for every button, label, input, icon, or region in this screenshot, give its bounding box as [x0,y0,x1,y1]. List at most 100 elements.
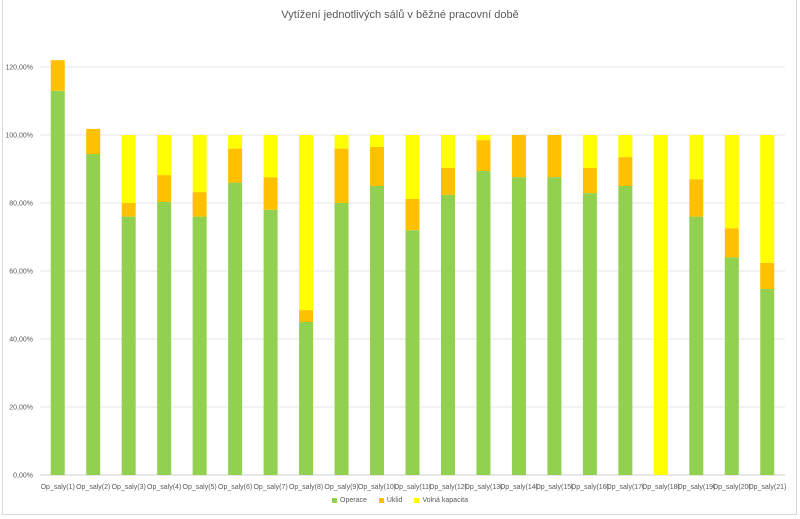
x-category-label: Op_saly(8) [289,484,323,491]
y-tick-label: 0,00% [13,473,33,480]
bar-segment-operace [476,171,491,476]
y-tick-label: 60,00% [9,269,33,276]
bar-segment-úklid [192,192,207,217]
x-category-label: Op_saly(15) [535,484,573,491]
x-category-label: Op_saly(21) [748,484,786,491]
bar-segment-volná-kapacita [228,135,243,149]
bar-segment-operace [192,216,207,475]
bar-segment-úklid [689,179,704,217]
bar-segment-operace [121,216,136,475]
x-category-label: Op_saly(1) [41,484,75,491]
x-category-label: Op_saly(13) [464,484,502,491]
y-tick-label: 120,00% [5,65,33,72]
bar-segment-volná-kapacita [582,135,597,168]
y-axis-tick-labels: 0,00% 20,00% 40,00% 60,00% 80,00% 100,00% 120,… [5,65,33,480]
x-category-label: Op_saly(10) [358,484,396,491]
bar-segment-volná-kapacita [440,135,455,168]
bar-segment-volná-kapacita [760,135,775,263]
bar-segment-úklid [582,167,597,194]
bar-segment-operace [582,193,597,475]
legend-swatch [414,497,420,503]
y-tick-label: 20,00% [9,405,33,412]
bar-segment-úklid [299,310,314,322]
bar-segment-úklid [618,157,633,186]
bar-segment-volná-kapacita [157,135,172,176]
x-category-label: Op_saly(12) [429,484,467,491]
legend-label: Úklid [386,497,403,504]
x-category-label: Op_saly(11) [394,484,432,491]
bar-segment-úklid [50,60,65,91]
bar-segment-úklid [440,167,455,195]
bar-segment-úklid [157,175,172,202]
bar-segment-volná-kapacita [653,135,668,475]
legend-swatch [378,497,384,503]
bars [50,60,775,476]
bar-segment-volná-kapacita [192,135,207,193]
bar-segment-volná-kapacita [618,135,633,158]
bar-segment-úklid [86,128,101,155]
bar-segment-operace [547,177,562,475]
bar-segment-volná-kapacita [370,135,385,147]
bar-segment-operace [86,154,101,476]
x-axis-category-labels: Op_saly(1) Op_saly(2) Op_saly(3) Op_saly(4)… [41,484,787,491]
x-category-label: Op_saly(3) [112,484,146,491]
bar-segment-úklid [476,140,491,172]
legend-item: Úklid [378,497,403,504]
bar-segment-volná-kapacita [405,135,420,199]
bar-segment-volná-kapacita [476,135,491,141]
bar-segment-úklid [405,198,420,231]
bar-segment-volná-kapacita [299,135,314,311]
bar-segment-volná-kapacita [724,135,739,229]
y-tick-label: 40,00% [9,337,33,344]
bar-segment-operace [157,201,172,476]
x-category-label: Op_saly(17) [606,484,644,491]
x-category-label: Op_saly(6) [218,484,252,491]
legend-item: Volná kapacita [414,497,468,504]
x-category-label: Op_saly(7) [253,484,287,491]
x-category-label: Op_saly(18) [642,484,680,491]
bar-segment-operace [689,216,704,475]
bar-segment-úklid [547,135,562,178]
chart-title: Vytížení jednotlivých sálů v běžné praco… [281,9,519,21]
bar-segment-úklid [263,177,278,210]
legend: Operace Úklid Volná kapacita [0,497,800,504]
bar-segment-operace [618,186,633,475]
legend-item: Operace [332,497,367,504]
bar-segment-operace [724,257,739,475]
bar-segment-úklid [511,135,526,178]
bar-segment-operace [760,289,775,475]
x-category-label: Op_saly(20) [713,484,751,491]
bar-segment-úklid [334,148,349,203]
bar-segment-operace [299,322,314,475]
x-category-label: Op_saly(14) [500,484,538,491]
bar-segment-volná-kapacita [263,135,278,178]
bar-segment-volná-kapacita [121,135,136,203]
bar-segment-volná-kapacita [334,135,349,149]
bar-segment-operace [405,230,420,475]
bar-segment-operace [511,177,526,475]
x-category-label: Op_saly(9) [324,484,358,491]
legend-swatch [332,497,338,503]
y-tick-label: 80,00% [9,201,33,208]
bar-segment-úklid [121,203,136,217]
x-category-label: Op_saly(4) [147,484,181,491]
bar-segment-úklid [370,146,385,186]
bar-segment-úklid [760,262,775,290]
bar-segment-úklid [724,228,739,258]
bar-segment-operace [50,90,65,476]
bar-segment-operace [228,182,243,475]
bar-segment-operace [440,194,455,475]
x-category-label: Op_saly(19) [677,484,715,491]
bar-segment-volná-kapacita [689,135,704,180]
bar-segment-operace [263,209,278,476]
legend-label: Operace [340,497,367,504]
bar-segment-úklid [228,148,243,183]
x-category-label: Op_saly(2) [76,484,110,491]
bar-segment-operace [370,186,385,475]
legend-label: Volná kapacita [422,497,468,504]
bar-segment-operace [334,203,349,475]
x-category-label: Op_saly(16) [571,484,609,491]
y-tick-label: 100,00% [5,133,33,140]
x-category-label: Op_saly(5) [183,484,217,491]
